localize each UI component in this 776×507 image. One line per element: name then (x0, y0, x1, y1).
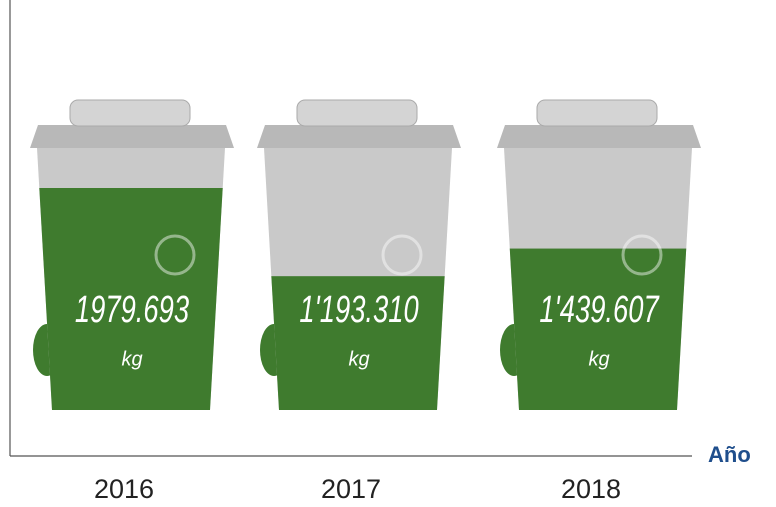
bin-handle (296, 99, 418, 127)
unit-label: kg (348, 348, 369, 370)
x-tick-label: 2018 (561, 474, 621, 504)
bin-icon (154, 234, 196, 276)
bin: 1'439.607 kg (497, 99, 701, 410)
bin: 1'193.310 kg (257, 99, 461, 410)
value-label: 1979.693 (75, 289, 190, 331)
bin: 1979.693 kg (30, 99, 234, 410)
bin-icon (621, 234, 663, 276)
unit-label: kg (588, 348, 609, 370)
bin-handle (536, 99, 658, 127)
value-label: 1'439.607 (539, 289, 660, 331)
bin-fill (264, 276, 452, 410)
value-label: 1'193.310 (299, 289, 419, 331)
x-tick-label: 2016 (94, 474, 154, 504)
x-tick-label: 2017 (321, 474, 381, 504)
bin-lid (257, 125, 461, 148)
x-axis-label: Año (708, 442, 751, 467)
bin-icon (381, 234, 423, 276)
bin-lid (30, 125, 234, 148)
bin-fill (504, 248, 692, 410)
unit-label: kg (121, 348, 142, 370)
bin-lid (497, 125, 701, 148)
bin-fill (37, 188, 225, 410)
bin-handle (69, 99, 191, 127)
